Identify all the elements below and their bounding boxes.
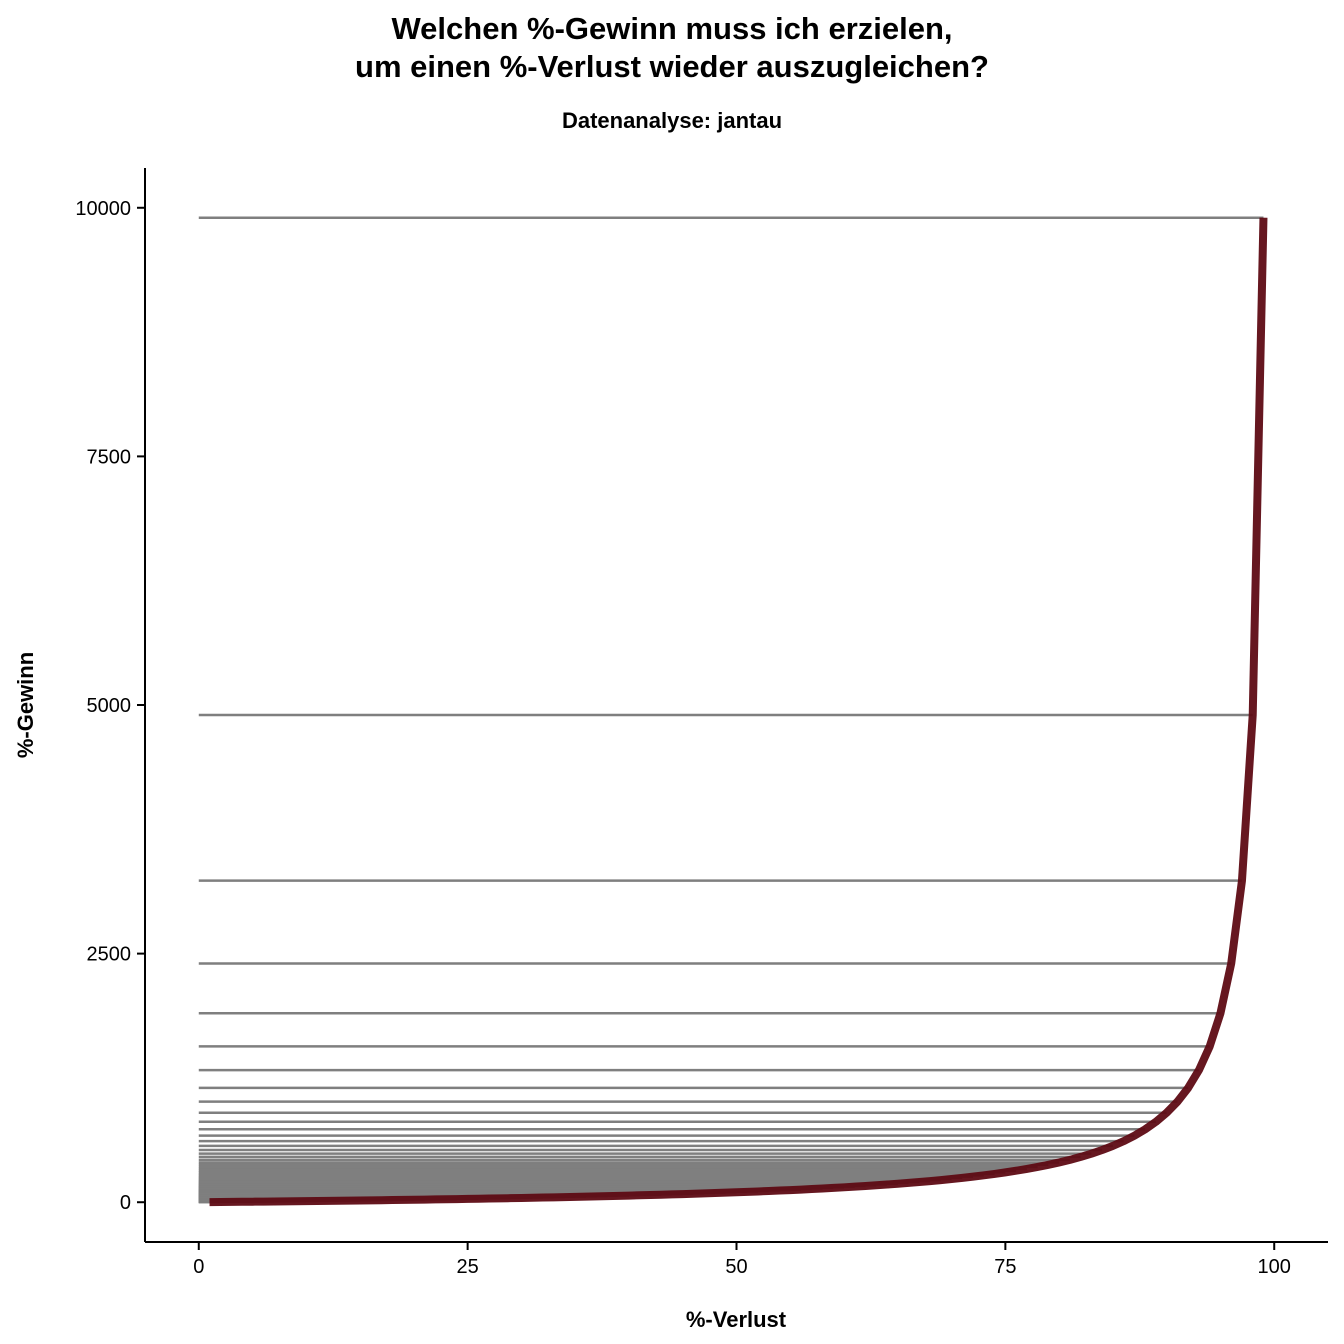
y-axis-title: %-Gewinn — [13, 652, 38, 758]
chart-title-line-1: Welchen %-Gewinn muss ich erzielen, — [391, 11, 953, 46]
y-tick-label-2500: 2500 — [87, 944, 132, 966]
reference-lines — [198, 216, 1264, 1204]
x-tick-label-0: 0 — [193, 1256, 204, 1278]
x-tick-label-75: 75 — [994, 1256, 1016, 1278]
series-layer — [209, 217, 1268, 1207]
title-block: Welchen %-Gewinn muss ich erzielen, um e… — [0, 0, 1344, 134]
chart-title-line-2: um einen %-Verlust wieder auszugleichen? — [355, 49, 989, 84]
y-tick-label-0: 0 — [120, 1192, 131, 1214]
x-tick-label-25: 25 — [457, 1256, 479, 1278]
gain-curve — [209, 217, 1268, 1207]
axes: 0 25 50 75 100 0 2500 5000 7500 10000 — [75, 168, 1328, 1278]
y-tick-label-10000: 10000 — [75, 198, 131, 220]
x-axis-title: %-Verlust — [686, 1307, 787, 1332]
y-tick-label-5000: 5000 — [87, 695, 132, 717]
x-tick-label-100: 100 — [1258, 1256, 1291, 1278]
y-tick-label-7500: 7500 — [87, 446, 132, 468]
chart-subtitle: Datenanalyse: jantau — [561, 108, 783, 133]
x-tick-label-50: 50 — [725, 1256, 747, 1278]
